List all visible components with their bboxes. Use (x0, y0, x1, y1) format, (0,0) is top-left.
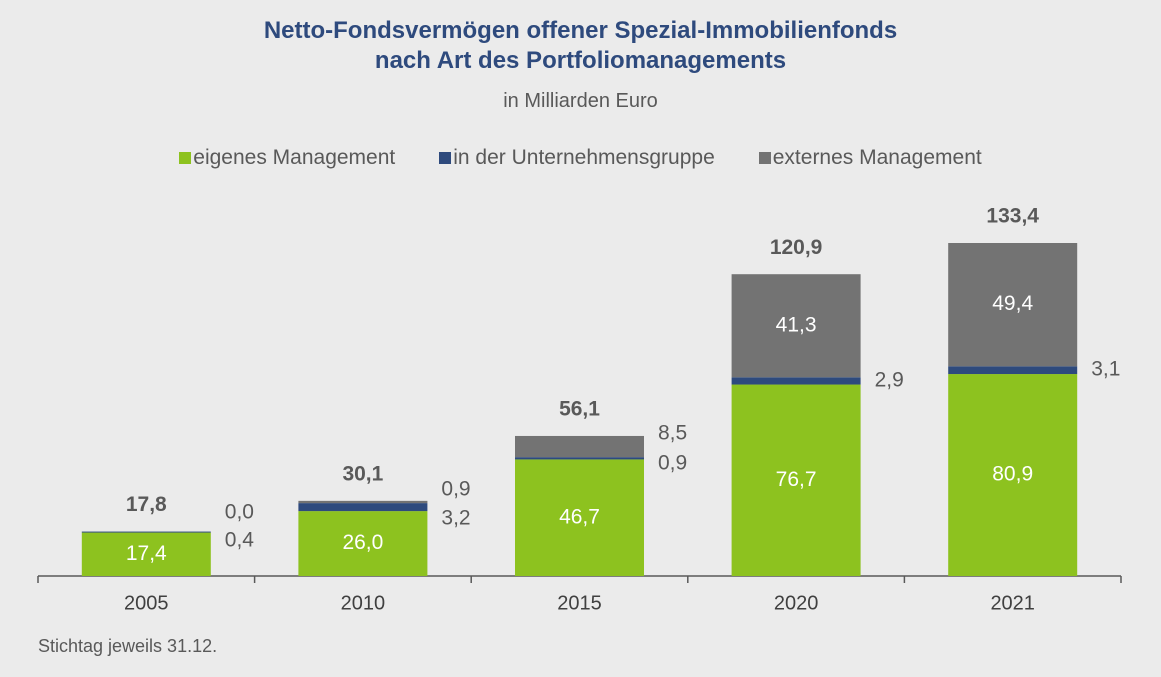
data-label-extern: 8,5 (658, 422, 687, 445)
bar-segment-1-2015 (515, 457, 644, 460)
bar-segment-0-2010 (298, 511, 428, 576)
data-label-eigenes: 80,9 (992, 463, 1033, 486)
chart-title-line-1: Netto-Fondsvermögen offener Spezial-Immo… (263, 17, 898, 44)
data-label-eigenes: 76,7 (776, 468, 817, 491)
bar-segment-0-2021 (948, 374, 1078, 576)
legend-swatch-eigenes (179, 152, 192, 164)
legend-label-extern: externes Management (772, 146, 982, 169)
legend-item-extern: externes Management (758, 146, 982, 170)
bar-segment-2-2015 (515, 435, 644, 458)
total-label: 30,1 (342, 462, 383, 485)
footnote: Stichtag jeweils 31.12. (38, 636, 218, 656)
total-label: 120,9 (770, 236, 823, 259)
legend: eigenes Management in der Unternehmensgr… (0, 146, 1161, 170)
legend-label-eigenes: eigenes Management (193, 146, 396, 169)
bar-segment-0-2005 (81, 532, 211, 576)
bar-segment-2-2020 (731, 274, 861, 378)
bar-segment-2-2010 (298, 500, 428, 504)
x-tick-label: 2010 (341, 592, 386, 614)
chart-title: Netto-Fondsvermögen offener Spezial-Immo… (0, 16, 1161, 76)
total-label: 133,4 (986, 205, 1039, 228)
bar-segment-1-2021 (948, 366, 1078, 375)
x-tick-label: 2005 (124, 592, 169, 614)
bar-segment-1-2010 (298, 503, 428, 512)
x-tick-label: 2015 (557, 592, 602, 614)
data-label-eigenes: 26,0 (342, 531, 383, 554)
data-label-extern: 41,3 (776, 313, 817, 336)
chart-subtitle: in Milliarden Euro (503, 90, 658, 112)
legend-label-gruppe: in der Unternehmensgruppe (453, 146, 715, 169)
data-label-extern: 49,4 (992, 292, 1033, 315)
data-label-extern: 0,0 (225, 501, 254, 524)
total-label: 56,1 (559, 398, 600, 421)
chart-title-line-2: nach Art des Portfoliomanagements (374, 47, 787, 74)
x-tick-label: 2020 (774, 592, 819, 614)
total-label: 17,8 (126, 493, 167, 516)
bar-segment-2-2021 (948, 243, 1078, 367)
data-label-gruppe: 0,9 (658, 452, 687, 475)
bar-segment-1-2005 (81, 531, 211, 533)
bar-segment-0-2020 (731, 384, 861, 576)
bar-segment-1-2020 (731, 377, 861, 385)
data-label-gruppe: 2,9 (875, 368, 904, 391)
bar-segment-0-2015 (515, 459, 644, 576)
legend-swatch-extern (758, 152, 771, 164)
data-label-gruppe: 3,1 (1091, 358, 1120, 381)
data-label-gruppe: 0,4 (225, 529, 255, 552)
legend-swatch-gruppe (439, 152, 452, 164)
data-label-gruppe: 3,2 (441, 507, 470, 530)
data-label-extern: 0,9 (441, 478, 470, 501)
data-label-eigenes: 46,7 (559, 505, 600, 528)
x-tick-label: 2021 (990, 592, 1035, 614)
data-label-eigenes: 17,4 (126, 542, 167, 565)
legend-item-eigenes: eigenes Management (179, 146, 395, 170)
legend-item-gruppe: in der Unternehmensgruppe (439, 146, 715, 170)
